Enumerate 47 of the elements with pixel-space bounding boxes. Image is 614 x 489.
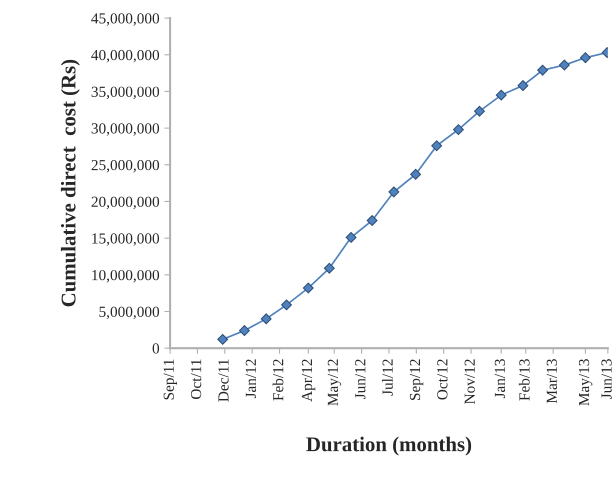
point: [217, 334, 228, 345]
y-tick-label: 5,000,000: [99, 306, 160, 320]
x-tick-label: Oct/12: [437, 359, 448, 400]
x-tick-label: Jan/13: [494, 359, 506, 398]
point: [518, 80, 528, 92]
y-tick-label: 25,000,000: [92, 160, 160, 172]
y-tick-label: 35,000,000: [92, 86, 160, 100]
point: [537, 64, 548, 76]
point: [388, 186, 400, 198]
x-tick-label: Sep/11: [164, 360, 178, 400]
x-tick-label: Jul/12: [382, 359, 393, 396]
x-axis-title: Duration (months): [306, 436, 472, 456]
point: [474, 106, 485, 117]
point: [496, 90, 507, 101]
y-tick-label: 15,000,000: [92, 233, 160, 246]
point: [580, 52, 591, 64]
point: [239, 325, 250, 336]
point: [452, 124, 464, 136]
x-tick-label: Dec/11: [218, 360, 229, 402]
y-tick-label: 0: [152, 343, 160, 354]
point: [324, 262, 335, 274]
x-tick-label: May/12: [328, 359, 342, 406]
point: [410, 168, 422, 180]
x-tick-label: Oct/11: [190, 360, 202, 399]
x-tick-label: Nov/12: [464, 359, 475, 404]
y-axis-title: Cumulative direct cost (Rs): [60, 60, 80, 306]
point: [366, 215, 378, 226]
x-tick-label: Feb/13: [518, 359, 530, 401]
point: [558, 60, 570, 70]
x-tick-label: Mar/13: [546, 359, 557, 404]
y-tick-label: 10,000,000: [92, 270, 160, 282]
x-tick-label: Jan/12: [246, 359, 256, 398]
point: [346, 232, 357, 243]
point: [302, 282, 314, 294]
x-tick-label: Sep/12: [410, 359, 424, 400]
x-tick-label: Jun/12: [355, 359, 366, 400]
y-tick-label: 45,000,000: [91, 13, 160, 26]
point: [281, 299, 292, 310]
point: [431, 140, 442, 152]
x-tick-label: Apr/12: [302, 359, 316, 402]
x-tick-label: Feb/12: [272, 359, 284, 401]
x-tick-label: May/13: [578, 359, 592, 406]
y-tick-label: 30,000,000: [92, 123, 160, 136]
point: [260, 313, 272, 324]
y-tick-label: 40,000,000: [91, 50, 160, 62]
x-tick-label: Jun/13: [601, 359, 612, 400]
y-tick-label: 20,000,000: [92, 196, 160, 210]
